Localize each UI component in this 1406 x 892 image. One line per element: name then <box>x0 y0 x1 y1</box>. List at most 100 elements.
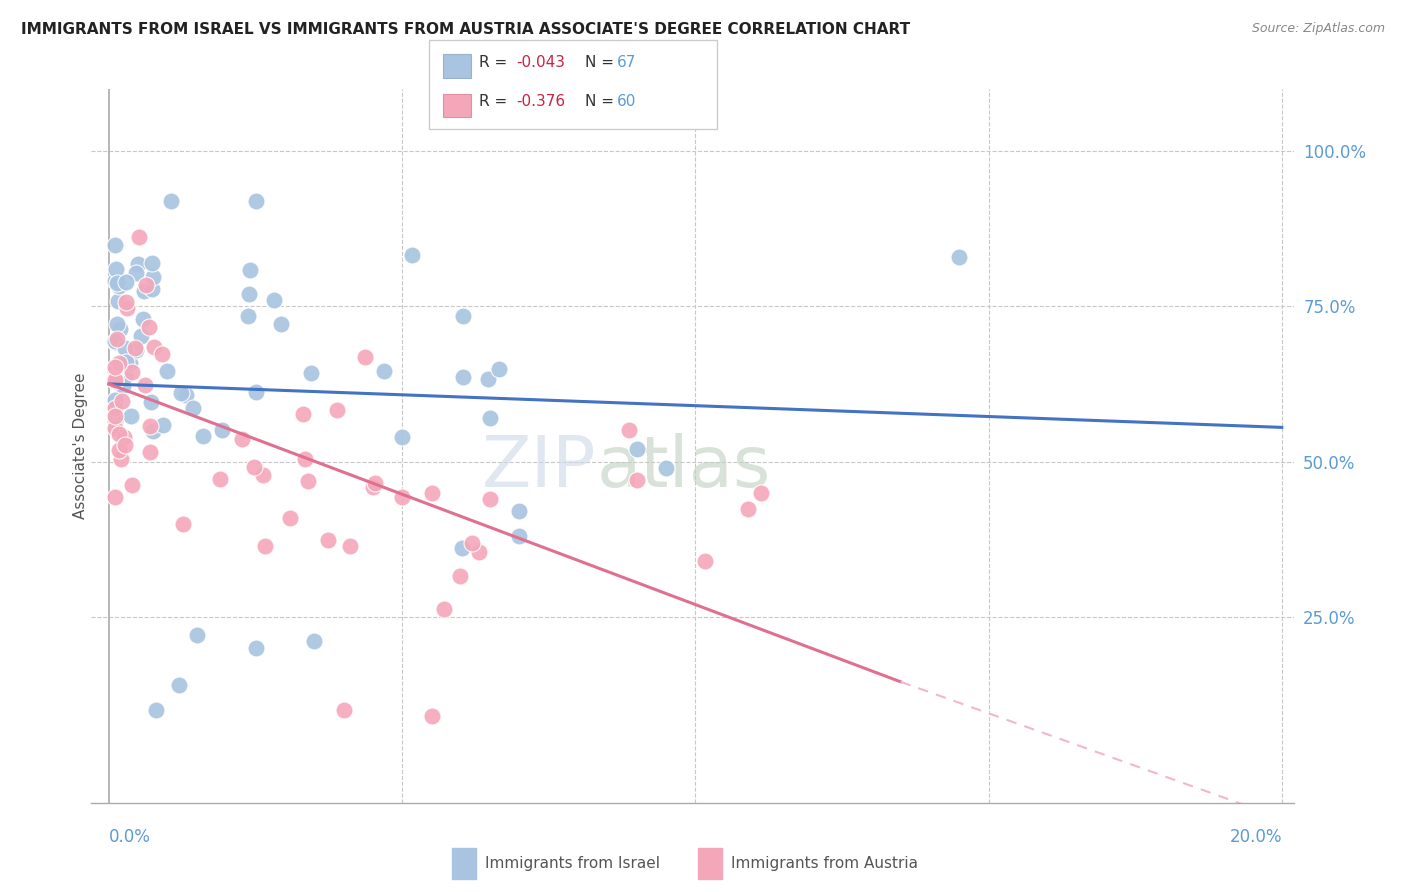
Point <box>332 703 354 717</box>
Point <box>104 409 127 424</box>
Text: N =: N = <box>585 55 614 70</box>
Point <box>124 341 146 355</box>
Point <box>451 309 474 323</box>
Point <box>134 377 156 392</box>
Point <box>156 364 179 378</box>
Point <box>254 539 277 553</box>
Point <box>433 602 456 616</box>
Point <box>186 628 208 642</box>
Point <box>245 640 267 655</box>
Point <box>105 262 128 277</box>
Point <box>297 474 319 488</box>
Point <box>104 392 127 407</box>
Point <box>105 317 128 331</box>
Point <box>619 424 641 438</box>
Point <box>104 363 127 377</box>
Point <box>243 459 266 474</box>
Point <box>129 329 152 343</box>
Text: ZIP: ZIP <box>482 433 596 502</box>
Point <box>420 709 443 723</box>
Text: atlas: atlas <box>596 433 770 502</box>
Point <box>461 536 484 550</box>
Point <box>142 270 165 285</box>
Point <box>391 490 413 504</box>
Point <box>176 387 198 401</box>
Point <box>169 678 191 692</box>
Point <box>105 332 128 346</box>
Point <box>353 350 375 364</box>
Point <box>238 310 260 324</box>
Point <box>104 374 127 388</box>
Point <box>128 230 150 244</box>
Point <box>138 320 160 334</box>
Point <box>181 401 204 415</box>
Point <box>655 460 678 475</box>
Point <box>104 414 127 428</box>
Point <box>104 401 127 415</box>
Point <box>104 359 127 374</box>
Text: 0.0%: 0.0% <box>110 828 150 846</box>
Point <box>316 533 339 547</box>
Point <box>104 335 127 350</box>
Point <box>107 276 129 290</box>
Point <box>477 372 499 386</box>
Point <box>159 194 181 208</box>
Point <box>302 634 325 648</box>
Point <box>104 373 127 387</box>
Point <box>141 282 163 296</box>
Text: 67: 67 <box>617 55 637 70</box>
Point <box>108 356 131 370</box>
Point <box>132 284 155 298</box>
Point <box>737 501 759 516</box>
Point <box>125 266 148 280</box>
Text: Source: ZipAtlas.com: Source: ZipAtlas.com <box>1251 22 1385 36</box>
Point <box>339 540 361 554</box>
Point <box>391 430 413 444</box>
Point <box>107 294 129 309</box>
Point <box>364 476 387 491</box>
Point <box>105 276 128 290</box>
Point <box>299 366 322 380</box>
Text: R =: R = <box>479 55 508 70</box>
Point <box>208 472 231 486</box>
Text: N =: N = <box>585 95 614 109</box>
Point <box>115 275 138 289</box>
Point <box>150 347 173 361</box>
Point <box>104 371 127 385</box>
Point <box>152 418 174 433</box>
Point <box>420 485 443 500</box>
Y-axis label: Associate's Degree: Associate's Degree <box>73 373 87 519</box>
Point <box>124 343 146 358</box>
Text: Immigrants from Austria: Immigrants from Austria <box>731 856 918 871</box>
Point <box>108 322 131 336</box>
Point <box>135 278 157 293</box>
Point <box>479 411 502 425</box>
Point <box>238 287 260 301</box>
Point <box>112 430 135 444</box>
Point <box>193 428 215 442</box>
Point <box>141 256 163 270</box>
Point <box>245 385 267 400</box>
Point <box>278 510 301 524</box>
Point <box>114 295 136 310</box>
Point <box>695 553 717 567</box>
Point <box>170 386 193 401</box>
Text: R =: R = <box>479 95 508 109</box>
Point <box>121 365 143 379</box>
Point <box>373 364 395 378</box>
Point <box>115 301 138 315</box>
Point <box>451 370 474 384</box>
Point <box>108 278 131 293</box>
Text: 20.0%: 20.0% <box>1229 828 1282 846</box>
Point <box>139 419 162 434</box>
Point <box>401 248 423 262</box>
Point <box>468 545 491 559</box>
Point <box>120 409 142 423</box>
Point <box>508 529 530 543</box>
Point <box>107 443 129 458</box>
Point <box>245 194 267 208</box>
Point <box>239 262 262 277</box>
Point <box>172 516 194 531</box>
Text: IMMIGRANTS FROM ISRAEL VS IMMIGRANTS FROM AUSTRIA ASSOCIATE'S DEGREE CORRELATION: IMMIGRANTS FROM ISRAEL VS IMMIGRANTS FRO… <box>21 22 910 37</box>
Text: 60: 60 <box>617 95 637 109</box>
